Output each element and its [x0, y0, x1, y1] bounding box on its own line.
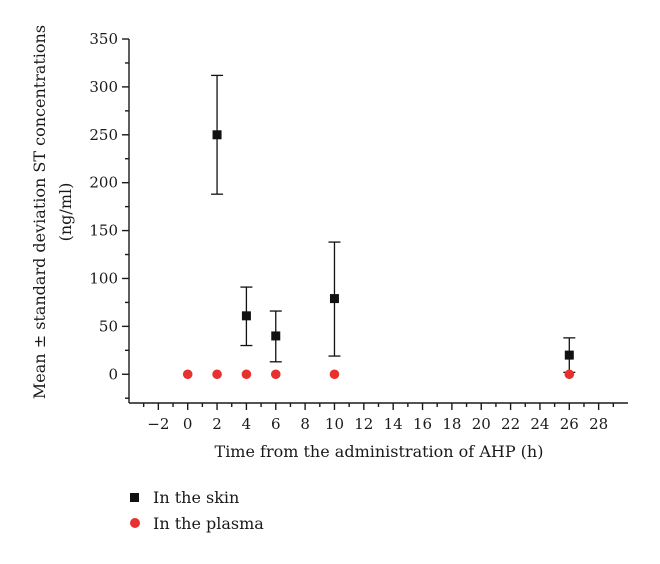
x-tick-label: 26 — [560, 415, 579, 433]
y-tick-label: 350 — [89, 30, 118, 48]
x-tick-label: 6 — [271, 415, 281, 433]
y-axis-title-line1: Mean ± standard deviation ST concentrati… — [30, 25, 49, 399]
data-point-plasma — [270, 369, 281, 380]
y-tick-label: 0 — [108, 365, 118, 383]
legend-swatch-square — [130, 492, 139, 502]
data-point-skin — [329, 294, 339, 304]
x-tick-label: 10 — [325, 415, 344, 433]
x-axis-title: Time from the administration of AHP (h) — [215, 442, 544, 461]
error-bars — [211, 74, 576, 373]
data-point-plasma — [329, 369, 340, 380]
legend-item-skin: In the skin — [128, 484, 264, 510]
x-tick-label: 18 — [442, 415, 461, 433]
y-tick-label: 50 — [99, 317, 118, 335]
data-point-skin — [241, 311, 251, 321]
x-tick-label: 8 — [300, 415, 310, 433]
x-tick-label: −2 — [147, 415, 169, 433]
x-tick-label: 28 — [589, 415, 608, 433]
x-tick-label: 22 — [501, 415, 520, 433]
legend-label-plasma: In the plasma — [153, 513, 264, 533]
x-tick-label: 16 — [413, 415, 432, 433]
data-point-skin — [212, 130, 222, 140]
legend-item-plasma: In the plasma — [128, 510, 264, 536]
data-point-skin — [271, 331, 281, 341]
data-point-plasma — [564, 369, 575, 380]
data-point-plasma — [241, 369, 252, 380]
legend-label-skin: In the skin — [153, 487, 240, 507]
x-tick-label: 14 — [384, 415, 403, 433]
x-tick-label: 12 — [354, 415, 373, 433]
legend: In the skin In the plasma — [128, 484, 264, 536]
data-point-plasma — [182, 369, 193, 380]
data-point-plasma — [212, 369, 222, 380]
y-tick-label: 150 — [89, 222, 118, 240]
y-tick-label: 250 — [89, 126, 118, 144]
data-point-skin — [564, 350, 574, 360]
y-axis-title-line2: (ng/ml) — [56, 183, 75, 242]
y-tick-label: 300 — [89, 78, 118, 96]
x-tick-label: 24 — [530, 415, 549, 433]
data-markers — [182, 130, 575, 380]
x-tick-label: 20 — [472, 415, 491, 433]
y-tick-label: 100 — [89, 269, 118, 287]
x-tick-label: 0 — [183, 415, 193, 433]
x-tick-label: 4 — [242, 415, 252, 433]
x-tick-label: 2 — [212, 415, 222, 433]
legend-swatch-circle — [130, 518, 140, 528]
y-tick-label: 200 — [89, 174, 118, 192]
